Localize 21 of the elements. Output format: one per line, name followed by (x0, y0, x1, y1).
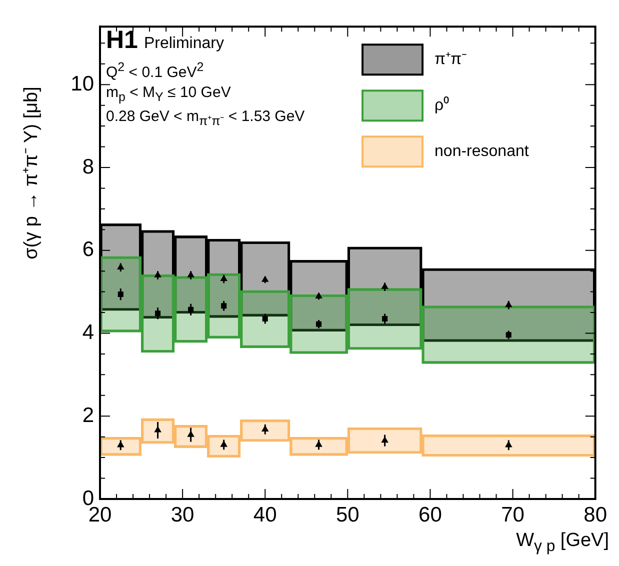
legend-label: ρ⁰ (434, 96, 450, 114)
y-tick-label: 4 (82, 321, 94, 344)
x-tick-label: 50 (336, 503, 360, 526)
annotation: H1 (106, 26, 138, 54)
y-tick-label: 2 (82, 404, 94, 427)
x-tick-label: 60 (418, 503, 442, 526)
y-tick-label: 6 (82, 238, 94, 262)
x-tick-label: 70 (501, 503, 524, 526)
legend-label: non-resonant (434, 143, 530, 160)
x-tick-label: 30 (170, 503, 194, 526)
x-tick-label: 40 (253, 503, 277, 526)
y-tick-label: 8 (82, 155, 94, 178)
x-tick-label: 80 (584, 503, 607, 526)
y-tick-label: 10 (70, 72, 94, 96)
x-axis-title: W$_{γ p}$ [GeV] (516, 530, 609, 556)
legend-label: π⁺π⁻ (434, 51, 467, 68)
annotation: Preliminary (144, 35, 224, 52)
annotation: 0.28 GeV < m$_{π⁺π⁻}$ < 1.53 GeV (106, 107, 305, 130)
annotation: Q$^{2}$ < 0.1 GeV$^{2}$ (106, 59, 205, 83)
annotation: m$_{p}$ < M$_{Y}$ ≤ 10 GeV (106, 83, 232, 106)
y-axis-title: σ(γ p → π⁺π⁻ Y) [μb] (20, 86, 43, 260)
